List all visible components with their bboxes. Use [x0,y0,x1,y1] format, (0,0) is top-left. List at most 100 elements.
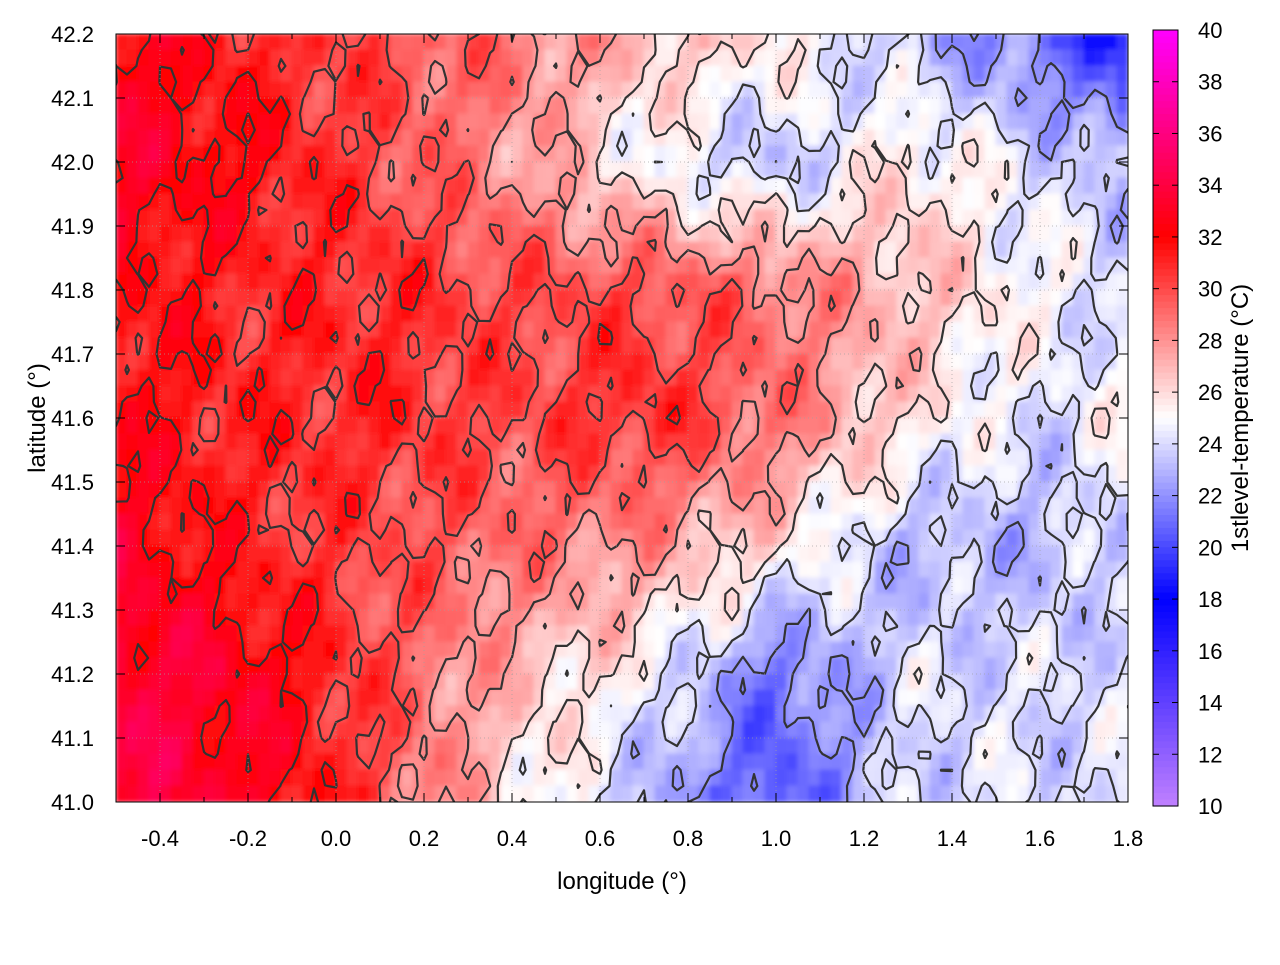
heatmap-cell [159,369,172,387]
heatmap-cell [434,753,447,771]
colorbar-segment [1153,379,1178,387]
heatmap-cell [1039,209,1052,227]
heatmap-cell [116,417,128,435]
heatmap-cell [445,49,458,67]
heatmap-cell [401,321,414,339]
colorbar-segment [1153,133,1178,141]
heatmap-cell [951,753,964,771]
heatmap-cell [423,769,436,787]
heatmap-cell [720,321,733,339]
heatmap-cell [225,145,238,163]
heatmap-cell [269,497,282,515]
heatmap-cell [1050,34,1063,51]
heatmap-cell [566,177,579,195]
heatmap-cell [236,689,249,707]
colorbar-segment [1153,463,1178,471]
heatmap-cell [742,225,755,243]
heatmap-cell [1028,129,1041,147]
heatmap-cell [324,257,337,275]
heatmap-cell [753,497,766,515]
heatmap-cell [181,705,194,723]
heatmap-cell [907,177,920,195]
heatmap-cell [764,177,777,195]
heatmap-cell [1072,129,1085,147]
heatmap-cell [181,561,194,579]
heatmap-cell [918,193,931,211]
heatmap-cell [126,34,139,51]
heatmap-cell [753,529,766,547]
heatmap-cell [841,353,854,371]
heatmap-cell [434,737,447,755]
heatmap-cell [467,225,480,243]
heatmap-cell [731,465,744,483]
heatmap-cell [764,737,777,755]
heatmap-cell [566,145,579,163]
heatmap-cell [1072,305,1085,323]
heatmap-cell [445,673,458,691]
heatmap-cell [863,385,876,403]
heatmap-cell [1116,689,1128,707]
heatmap-cell [148,145,161,163]
heatmap-cell [874,305,887,323]
colorbar-segment [1153,139,1178,147]
heatmap-cell [313,65,326,83]
heatmap-cell [214,657,227,675]
heatmap-cell [159,609,172,627]
heatmap-cell [555,417,568,435]
heatmap-cell [126,609,139,627]
heatmap-cell [456,609,469,627]
heatmap-cell [302,657,315,675]
heatmap-cell [720,673,733,691]
heatmap-cell [764,577,777,595]
heatmap-cell [324,289,337,307]
heatmap-cell [423,625,436,643]
heatmap-cell [489,65,502,83]
heatmap-cell [709,369,722,387]
heatmap-cell [148,273,161,291]
heatmap-cell [764,689,777,707]
heatmap-cell [137,785,150,802]
heatmap-cell [665,609,678,627]
heatmap-cell [1028,529,1041,547]
heatmap-cell [159,353,172,371]
heatmap-cell [885,593,898,611]
heatmap-cell [984,113,997,131]
heatmap-cell [489,97,502,115]
heatmap-cell [379,289,392,307]
heatmap-cell [544,353,557,371]
heatmap-cell [302,353,315,371]
heatmap-cell [192,625,205,643]
heatmap-cell [808,785,821,802]
heatmap-cell [599,305,612,323]
heatmap-cell [643,177,656,195]
heatmap-cell [632,385,645,403]
heatmap-cell [577,769,590,787]
heatmap-cell [291,497,304,515]
heatmap-cell [1017,273,1030,291]
heatmap-cell [258,673,271,691]
heatmap-cell [676,657,689,675]
heatmap-cell [1061,289,1074,307]
heatmap-cell [610,337,623,355]
colorbar-label: 1stlevel-temperature (°C) [1227,284,1254,552]
heatmap-cell [489,513,502,531]
heatmap-cell [709,785,722,802]
heatmap-cell [434,321,447,339]
heatmap-cell [1105,65,1118,83]
heatmap-cell [753,34,766,51]
heatmap-cell [148,305,161,323]
heatmap-cell [577,705,590,723]
heatmap-cell [313,545,326,563]
heatmap-cell [390,513,403,531]
heatmap-cell [335,753,348,771]
heatmap-cell [797,689,810,707]
heatmap-cell [577,369,590,387]
heatmap-cell [258,689,271,707]
heatmap-cell [698,81,711,99]
heatmap-cell [368,49,381,67]
heatmap-cell [489,497,502,515]
heatmap-cell [984,625,997,643]
heatmap-cell [841,273,854,291]
heatmap-cell [116,129,128,147]
heatmap-cell [753,545,766,563]
